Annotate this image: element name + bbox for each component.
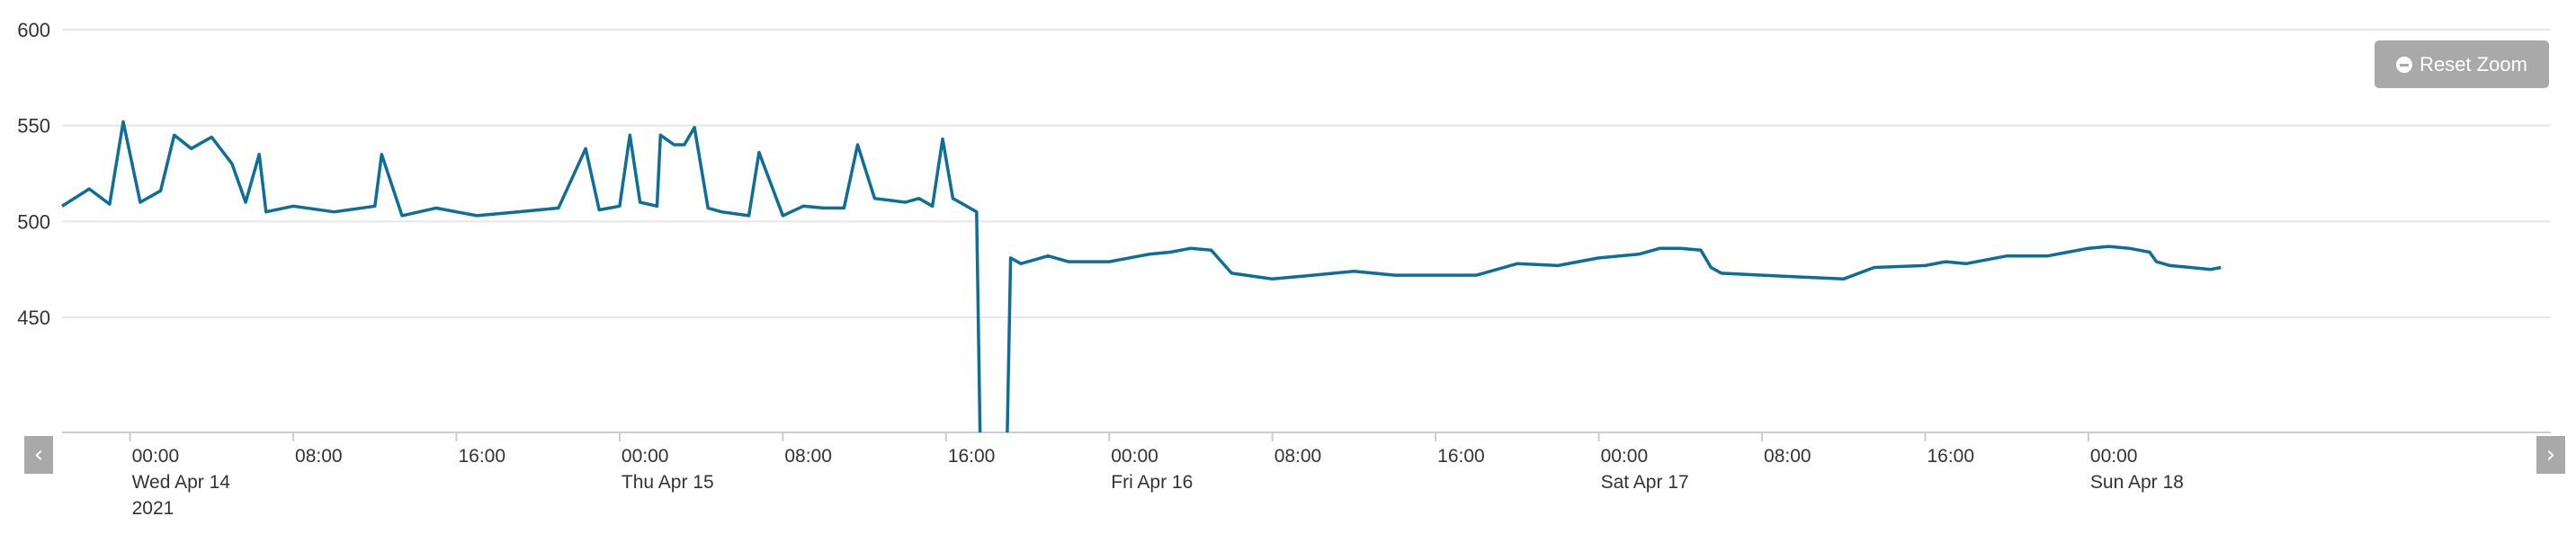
x-tick-label: 16:00 <box>458 446 505 467</box>
reset-zoom-button[interactable]: Reset Zoom <box>2375 40 2549 88</box>
series-line <box>61 120 2222 433</box>
reset-zoom-label: Reset Zoom <box>2419 52 2527 76</box>
x-tick-label: 16:00 <box>948 446 996 467</box>
chevron-right-icon: › <box>2545 441 2556 468</box>
scroll-left-button[interactable]: ‹ <box>24 436 53 474</box>
y-tick-label: 450 <box>17 307 50 329</box>
x-date-label: Sat Apr 17 <box>1601 472 1689 493</box>
x-tick-label: 00:00 <box>1601 446 1649 467</box>
x-tick-label: 00:00 <box>1111 446 1158 467</box>
x-tick-label: 00:00 <box>622 446 669 467</box>
x-tick-label: 08:00 <box>1275 446 1322 467</box>
x-tick-label: 16:00 <box>1437 446 1485 467</box>
x-tick-label: 00:00 <box>132 446 180 467</box>
x-date-label: Fri Apr 16 <box>1111 472 1193 493</box>
minus-circle-icon <box>2396 56 2413 73</box>
grid-lines <box>62 29 2551 318</box>
series-path <box>61 120 2222 433</box>
x-year-label: 2021 <box>132 498 174 519</box>
x-tick-label: 08:00 <box>295 446 343 467</box>
x-tick-label: 00:00 <box>2090 446 2138 467</box>
y-tick-label: 500 <box>17 210 50 233</box>
x-tick-label: 16:00 <box>1927 446 1974 467</box>
y-tick-label: 600 <box>17 19 50 41</box>
x-axis: 00:00 Wed Apr 14 2021 08:00 16:00 00:00 Thu Ap… <box>129 432 2184 519</box>
scroll-right-button[interactable]: › <box>2536 436 2565 474</box>
x-tick-label: 08:00 <box>784 446 832 467</box>
x-date-label: Wed Apr 14 <box>132 472 231 493</box>
y-axis: 450 500 550 600 <box>17 19 50 329</box>
y-tick-label: 550 <box>17 115 50 138</box>
x-date-label: Thu Apr 15 <box>622 472 714 493</box>
chevron-left-icon: ‹ <box>33 441 44 468</box>
x-date-label: Sun Apr 18 <box>2090 472 2184 493</box>
x-tick-label: 08:00 <box>1764 446 1811 467</box>
